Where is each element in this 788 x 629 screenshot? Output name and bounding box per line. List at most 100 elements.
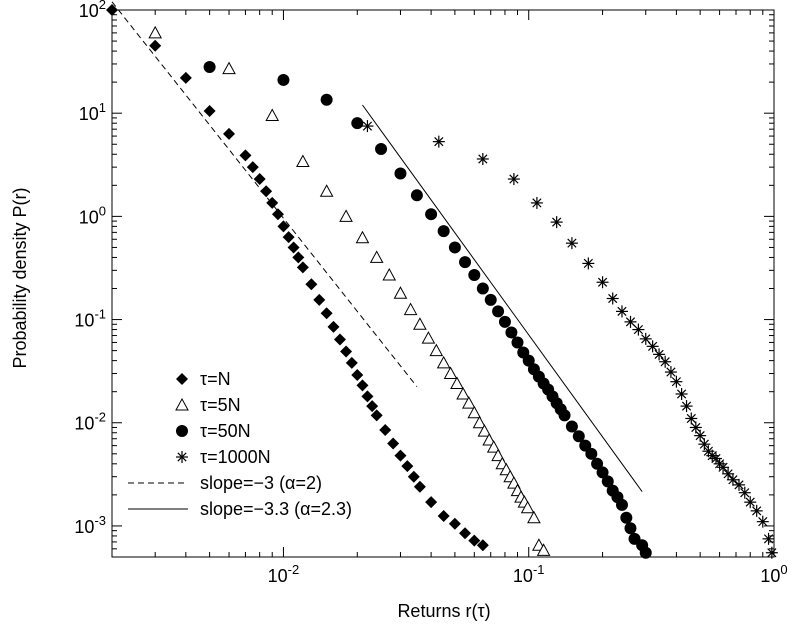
data-point <box>722 467 735 480</box>
series-1 <box>106 4 489 552</box>
data-point <box>530 196 543 209</box>
data-point <box>511 336 524 349</box>
data-point <box>277 220 290 233</box>
data-point <box>379 424 392 437</box>
data-point <box>476 152 489 165</box>
data-point <box>437 225 450 238</box>
data-point <box>393 286 408 299</box>
data-point <box>436 355 451 369</box>
data-point <box>522 354 535 367</box>
x-tick-label: 10-1 <box>513 562 545 586</box>
data-point <box>253 173 266 186</box>
data-point <box>639 332 652 345</box>
x-tick-label: 10-2 <box>268 562 300 586</box>
data-point <box>527 510 541 524</box>
data-point <box>565 420 578 433</box>
x-axis-ticks: 10-2 10-1 100 <box>111 10 788 586</box>
data-point <box>620 511 633 524</box>
data-point <box>345 356 358 369</box>
data-point <box>680 400 693 413</box>
data-point <box>709 452 722 465</box>
y-tick-label: 10-1 <box>74 307 106 331</box>
data-point <box>459 527 472 540</box>
data-point <box>361 120 374 133</box>
data-point <box>401 460 414 473</box>
data-point <box>615 498 628 511</box>
data-point <box>615 305 628 318</box>
data-point <box>565 237 578 250</box>
legend-marker <box>176 373 188 385</box>
data-point <box>394 167 407 180</box>
data-point <box>482 432 497 446</box>
data-point <box>765 546 778 559</box>
data-point <box>425 208 438 221</box>
data-point <box>277 73 290 86</box>
data-point <box>305 278 318 291</box>
data-point <box>596 466 609 479</box>
data-point <box>646 340 659 353</box>
data-point <box>476 282 489 295</box>
data-point <box>149 39 162 52</box>
legend-label: slope=−3.3 (α=2.3) <box>200 499 352 519</box>
data-point <box>339 209 353 222</box>
data-point <box>653 348 666 361</box>
data-point <box>675 387 688 400</box>
data-point <box>340 345 353 358</box>
data-point <box>179 71 192 84</box>
data-point <box>403 302 418 316</box>
data-point <box>459 256 472 269</box>
data-point <box>606 292 619 305</box>
data-point <box>550 216 563 229</box>
legend-marker <box>176 425 188 437</box>
data-point <box>591 457 604 470</box>
data-point <box>382 268 397 281</box>
data-point <box>319 184 334 197</box>
data-point <box>432 135 445 148</box>
data-point <box>407 470 420 483</box>
data-point <box>355 230 370 244</box>
data-point <box>448 517 461 530</box>
data-point <box>698 438 711 451</box>
data-point <box>738 486 751 499</box>
plot-frame <box>111 9 775 558</box>
data-point <box>413 317 427 330</box>
data-point <box>491 448 505 462</box>
data-point <box>456 386 470 400</box>
data-point <box>387 437 400 450</box>
data-point <box>507 173 520 186</box>
data-point <box>726 473 739 486</box>
data-point <box>203 105 216 118</box>
data-point <box>448 241 461 254</box>
data-point <box>450 376 464 390</box>
data-point <box>670 375 683 388</box>
data-point <box>223 127 236 140</box>
y-axis-ticks: 10-3 10-2 10-1 100 101 102 <box>74 0 774 558</box>
data-point <box>624 315 637 328</box>
data-point <box>320 93 333 106</box>
data-point <box>632 323 645 336</box>
data-point <box>472 415 487 429</box>
series-4 <box>361 120 778 559</box>
data-point <box>733 478 746 491</box>
data-point <box>520 500 535 514</box>
data-point <box>624 522 637 535</box>
data-point <box>467 405 482 419</box>
data-point <box>282 231 295 244</box>
data-point <box>375 142 388 155</box>
data-point <box>296 261 309 274</box>
data-point <box>762 532 775 545</box>
data-point <box>536 543 551 556</box>
data-point <box>327 320 340 333</box>
y-tick-label: 10-3 <box>74 513 106 537</box>
data-point <box>394 449 407 462</box>
y-tick-label: 102 <box>79 0 106 21</box>
data-point <box>476 539 489 552</box>
reference-line-solid <box>362 104 643 492</box>
data-point <box>717 461 730 474</box>
legend-marker <box>176 451 188 463</box>
data-point <box>370 409 383 422</box>
data-point <box>437 509 450 522</box>
data-point <box>505 326 518 339</box>
y-tick-label: 100 <box>79 203 106 227</box>
